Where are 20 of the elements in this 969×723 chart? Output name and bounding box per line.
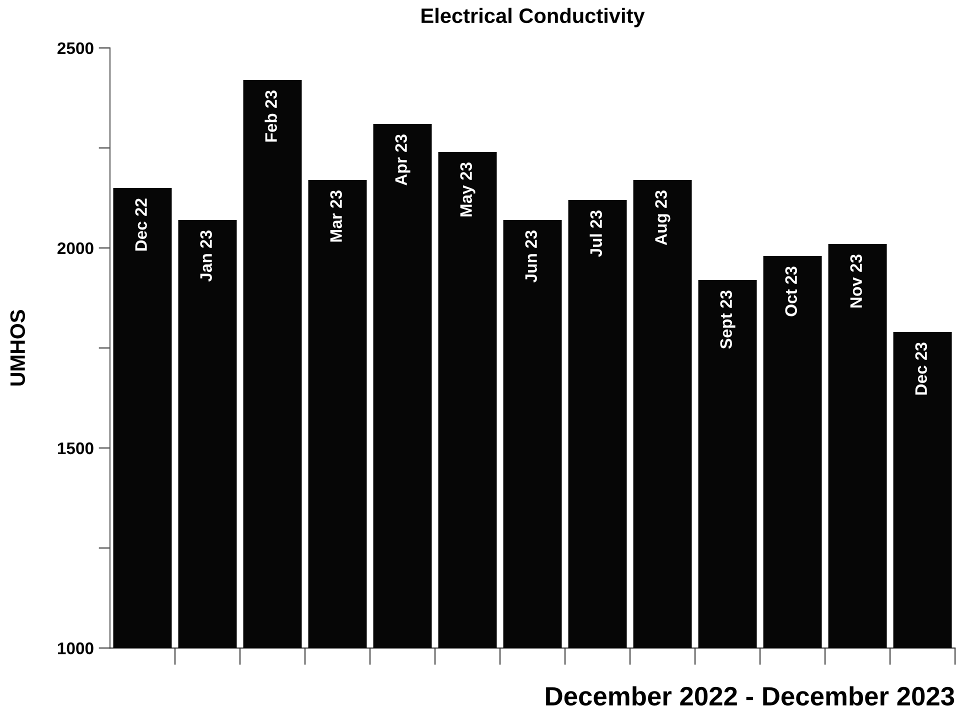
- x-tick-label: Apr 23: [395, 134, 410, 186]
- x-tick-label: Jun 23: [525, 230, 538, 283]
- chart-title: Electrical Conductivity: [422, 8, 645, 28]
- x-tick-label: Dec 22: [135, 198, 147, 251]
- x-tick-label: Jan 23: [200, 230, 212, 282]
- y-tick-label: 2500: [58, 42, 94, 54]
- y-tick-label: 1000: [58, 642, 94, 654]
- x-tick-label: Mar 23: [330, 190, 342, 242]
- y-tick-label: 2000: [58, 242, 94, 254]
- x-tick-label: Oct 23: [785, 266, 798, 316]
- x-axis-title: December 2022 - December 2023: [546, 686, 954, 706]
- y-tick-label: 1500: [58, 442, 94, 454]
- x-tick-label: Dec 23: [915, 342, 928, 395]
- x-tick-label: Sept 23: [720, 290, 736, 349]
- x-tick-label: May 23: [460, 162, 476, 216]
- x-tick-label: Feb 23: [264, 90, 277, 142]
- y-axis-title: UMHOS: [10, 310, 26, 386]
- x-tick-label: Aug 23: [655, 190, 670, 246]
- x-tick-label: Jul 23: [590, 210, 602, 257]
- x-tick-label: Nov 23: [850, 254, 862, 308]
